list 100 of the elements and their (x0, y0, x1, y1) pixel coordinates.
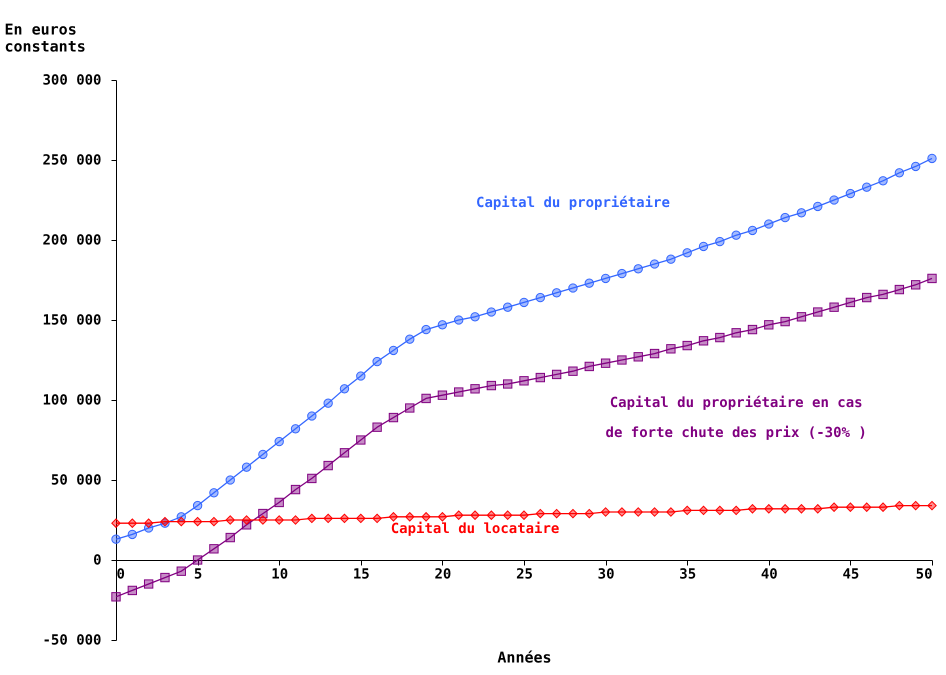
point (388, 346, 398, 356)
point (226, 532, 235, 542)
point (290, 484, 300, 494)
point (438, 390, 448, 400)
point (829, 302, 839, 312)
point (454, 387, 464, 397)
x-tick-label: 30 (598, 566, 615, 582)
point (846, 502, 856, 512)
y-tick-label: 150 000 (42, 312, 102, 328)
point (584, 362, 594, 372)
point (536, 372, 546, 382)
point (307, 514, 317, 524)
point (650, 348, 660, 358)
point (242, 515, 252, 525)
point (323, 398, 333, 408)
point (144, 579, 154, 589)
point (290, 424, 300, 434)
point (128, 530, 138, 540)
point (666, 507, 676, 517)
point (209, 488, 219, 498)
point (192, 500, 202, 510)
point (878, 290, 888, 300)
x-tick-label: 15 (352, 566, 370, 582)
point (388, 512, 398, 522)
point (258, 515, 268, 525)
point (796, 504, 806, 514)
series-label: Capital du propriétaire en cas de forte chute des prix (-30% ) (606, 394, 867, 441)
point (470, 312, 480, 322)
point (764, 320, 774, 330)
point (388, 412, 398, 422)
point (617, 355, 627, 365)
point (209, 544, 219, 554)
point (323, 514, 333, 524)
point (748, 226, 758, 236)
point (584, 278, 594, 288)
point (226, 515, 235, 525)
point (910, 162, 920, 172)
point (552, 508, 562, 518)
point (813, 504, 822, 514)
point (111, 534, 121, 544)
point (486, 510, 496, 520)
point (307, 411, 317, 421)
point (258, 450, 268, 460)
point (226, 475, 235, 485)
point (829, 195, 839, 205)
point (274, 498, 284, 508)
x-axis-title: Années (497, 648, 552, 666)
point (290, 515, 300, 525)
point (894, 168, 904, 178)
point (552, 288, 562, 298)
point (111, 518, 121, 528)
y-tick-label: 250 000 (42, 152, 102, 168)
point (862, 292, 872, 302)
point (780, 316, 790, 326)
point (486, 307, 496, 317)
series-label: Capital du locataire (390, 521, 560, 538)
point (502, 302, 512, 312)
y-tick-label: 200 000 (42, 232, 102, 248)
point (927, 274, 937, 284)
point (502, 379, 512, 389)
point (617, 507, 627, 517)
point (682, 248, 692, 258)
point (698, 242, 708, 252)
point (731, 328, 741, 338)
y-tick-label: 50 000 (50, 472, 102, 488)
point (878, 176, 888, 186)
point (829, 502, 839, 512)
point (421, 324, 431, 334)
point (927, 500, 937, 510)
point (486, 380, 496, 390)
point (878, 502, 888, 512)
x-tick-label: 0 (116, 566, 125, 582)
point (405, 512, 414, 522)
x-tick-label: 20 (434, 566, 452, 582)
point (682, 340, 692, 350)
point (356, 514, 366, 524)
point (405, 403, 414, 413)
point (192, 555, 202, 565)
point (780, 212, 790, 222)
point (405, 334, 414, 344)
point (617, 268, 627, 278)
point (372, 514, 382, 524)
point (274, 515, 284, 525)
point (176, 516, 186, 526)
point (421, 394, 431, 404)
point (650, 507, 660, 517)
point (242, 462, 252, 472)
point (796, 208, 806, 218)
point (111, 592, 121, 602)
point (927, 154, 937, 164)
point (748, 504, 758, 514)
x-tick-label: 50 (916, 566, 932, 582)
point (634, 352, 643, 362)
point (340, 384, 350, 394)
point (796, 312, 806, 322)
point (813, 307, 822, 317)
point (894, 284, 904, 294)
point (274, 436, 284, 446)
point (307, 474, 317, 484)
point (356, 371, 366, 381)
